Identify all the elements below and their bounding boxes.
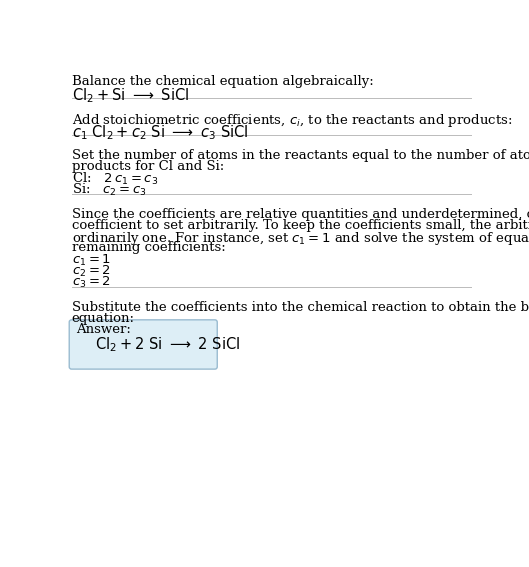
- Text: equation:: equation:: [71, 312, 134, 325]
- Text: $\mathrm{Cl_2 + Si \ {\longrightarrow} \ SiCl}$: $\mathrm{Cl_2 + Si \ {\longrightarrow} \…: [71, 86, 189, 105]
- Text: $\mathrm{Cl_2} + 2\ \mathrm{Si} \ {\longrightarrow} \ 2\ \mathrm{SiCl}$: $\mathrm{Cl_2} + 2\ \mathrm{Si} \ {\long…: [95, 335, 240, 354]
- Text: Answer:: Answer:: [76, 323, 131, 336]
- Text: Si:   $c_2 = c_3$: Si: $c_2 = c_3$: [71, 182, 146, 198]
- Text: $c_1 = 1$: $c_1 = 1$: [71, 252, 111, 268]
- Text: remaining coefficients:: remaining coefficients:: [71, 242, 225, 255]
- Text: Balance the chemical equation algebraically:: Balance the chemical equation algebraica…: [71, 75, 373, 88]
- FancyBboxPatch shape: [69, 320, 217, 369]
- Text: products for Cl and Si:: products for Cl and Si:: [71, 160, 224, 173]
- Text: $c_2 = 2$: $c_2 = 2$: [71, 264, 111, 279]
- Text: Add stoichiometric coefficients, $c_i$, to the reactants and products:: Add stoichiometric coefficients, $c_i$, …: [71, 112, 512, 129]
- Text: coefficient to set arbitrarily. To keep the coefficients small, the arbitrary va: coefficient to set arbitrarily. To keep …: [71, 219, 529, 232]
- Text: Substitute the coefficients into the chemical reaction to obtain the balanced: Substitute the coefficients into the che…: [71, 301, 529, 314]
- Text: $c_3 = 2$: $c_3 = 2$: [71, 275, 111, 290]
- Text: Cl:   $2\,c_1 = c_3$: Cl: $2\,c_1 = c_3$: [71, 171, 158, 187]
- Text: ordinarily one. For instance, set $c_1 = 1$ and solve the system of equations fo: ordinarily one. For instance, set $c_1 =…: [71, 230, 529, 247]
- Text: Set the number of atoms in the reactants equal to the number of atoms in the: Set the number of atoms in the reactants…: [71, 149, 529, 162]
- Text: $c_1\ \mathrm{Cl_2} + c_2\ \mathrm{Si} \ {\longrightarrow} \ c_3\ \mathrm{SiCl}$: $c_1\ \mathrm{Cl_2} + c_2\ \mathrm{Si} \…: [71, 123, 248, 142]
- Text: Since the coefficients are relative quantities and underdetermined, choose a: Since the coefficients are relative quan…: [71, 208, 529, 221]
